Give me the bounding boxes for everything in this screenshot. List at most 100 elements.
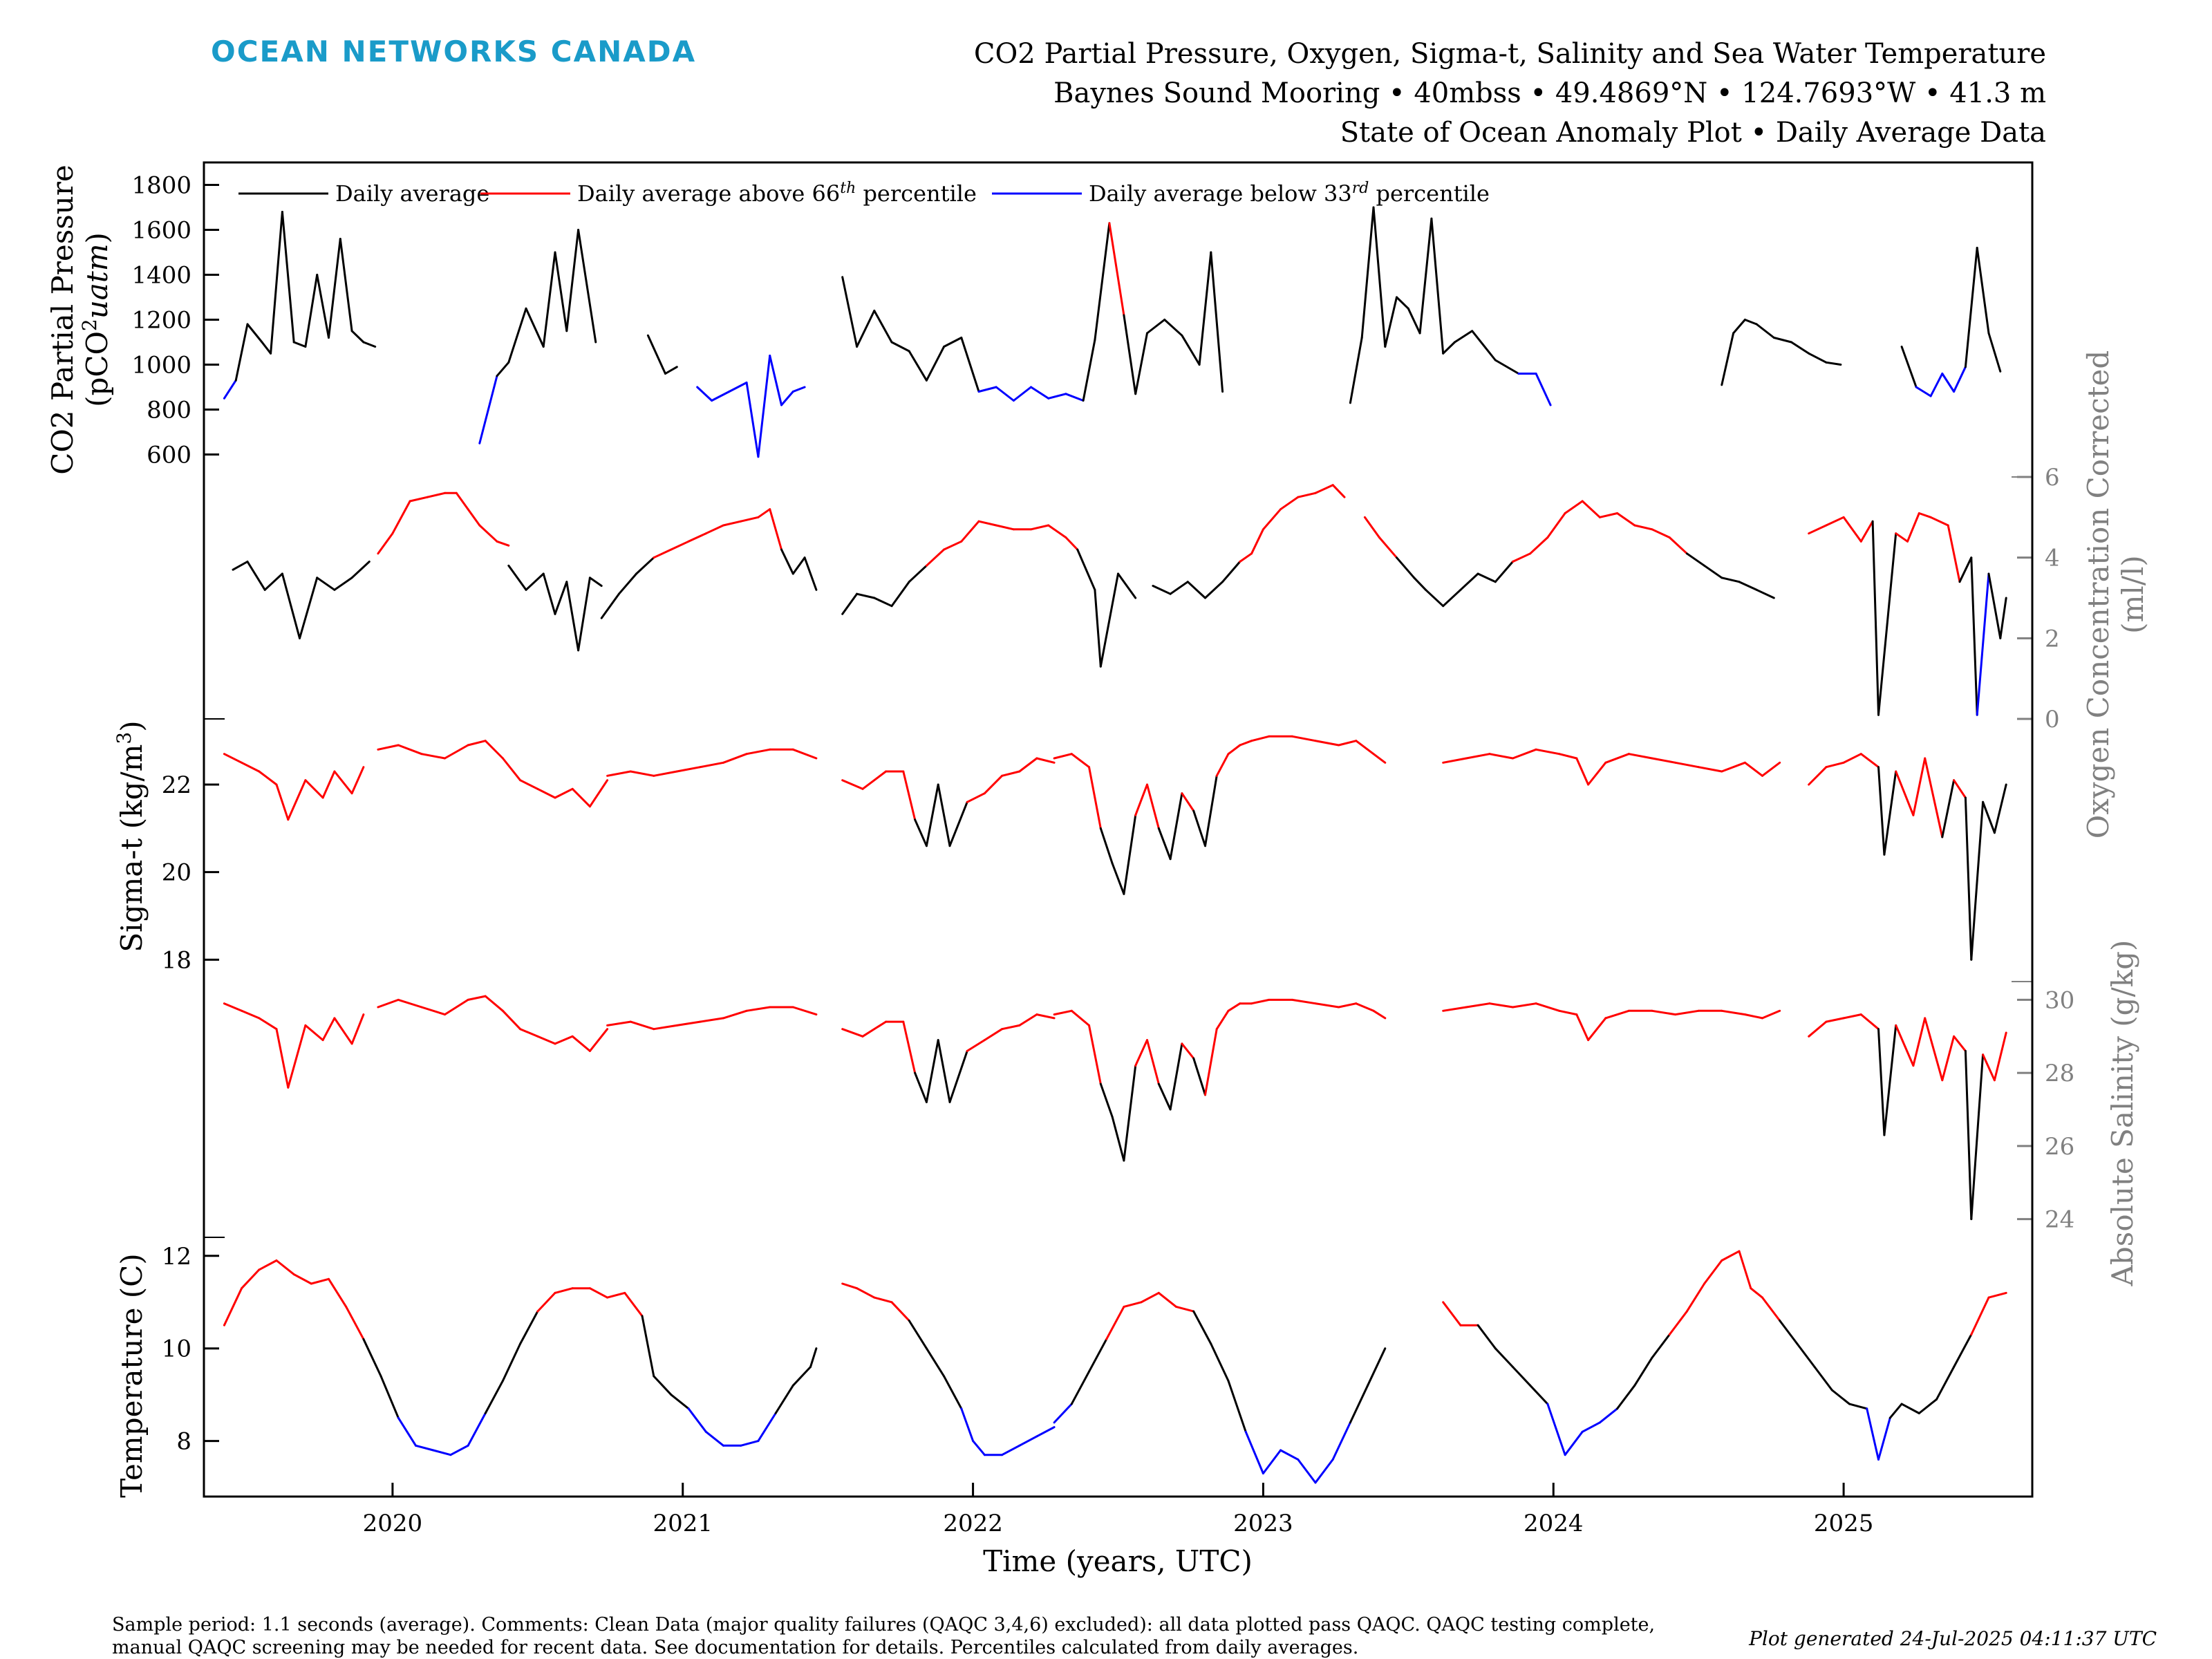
temperature-tick-label-8: 8 — [176, 1428, 191, 1456]
temperature-segment — [1651, 1333, 1671, 1359]
salinity-segment — [1018, 1013, 1038, 1027]
salinity-segment — [1204, 1028, 1218, 1096]
salinity-segment — [1982, 1053, 1996, 1082]
sigma-t-segment — [1808, 766, 1828, 786]
temperature-segment — [1157, 1291, 1177, 1308]
temperature-segment — [1529, 1384, 1549, 1405]
temperature-segment — [873, 1296, 893, 1304]
co2-tick-label-1000: 1000 — [131, 352, 191, 379]
temperature-segment — [536, 1291, 556, 1313]
temperature-segment — [1616, 1384, 1636, 1410]
salinity-segment — [1512, 1002, 1537, 1009]
sigma-t-segment — [519, 779, 539, 790]
co2-segment — [1082, 339, 1096, 402]
temperature-segment — [1564, 1430, 1584, 1456]
co2-series-5 — [841, 222, 1224, 402]
temperature-segment — [670, 1394, 690, 1410]
temperature-segment — [1140, 1291, 1160, 1304]
sigma-t-segment — [966, 792, 986, 803]
sigma-t-segment — [1912, 757, 1927, 816]
oxygen-segment — [1459, 572, 1479, 591]
oxygen-segment — [496, 540, 510, 547]
oxygen-segment — [856, 592, 876, 599]
sigma-t-series-2 — [377, 740, 609, 808]
co2-segment — [1146, 319, 1166, 335]
temperature-segment — [757, 1412, 777, 1443]
co2-segment — [246, 323, 263, 344]
oxygen-segment — [1598, 512, 1619, 518]
temperature-segment — [1668, 1310, 1688, 1336]
salinity-segment — [420, 1006, 446, 1016]
sigma-t-segment — [1953, 779, 1967, 799]
sigma-t-segment — [554, 787, 574, 799]
sigma-t-segment — [861, 770, 888, 790]
legend-label-1: Daily average — [335, 180, 489, 207]
sigma-t-series-1 — [223, 753, 365, 821]
sigma-t-segment — [1761, 761, 1781, 777]
sigma-t-tick-label-18: 18 — [162, 946, 191, 974]
co2-segment — [292, 341, 307, 348]
salinity-segment — [1883, 1024, 1897, 1136]
footer-note-line2: manual QAQC screening may be needed for … — [112, 1637, 1359, 1658]
co2-segment — [1012, 386, 1032, 402]
temperature-segment — [1721, 1250, 1741, 1262]
sigma-t-segment — [1488, 753, 1514, 760]
co2-segment — [780, 391, 794, 406]
salinity-segment — [1859, 1013, 1880, 1031]
co2-segment — [577, 229, 597, 344]
sigma-t-segment — [1001, 770, 1021, 777]
sigma-t-segment — [444, 744, 469, 760]
co2-segment — [1349, 337, 1363, 404]
sigma-t-segment — [902, 770, 917, 821]
salinity-segment — [1993, 1031, 2007, 1082]
chart-subtitle-location: Baynes Sound Mooring • 40mbss • 49.4869°… — [1053, 77, 2046, 109]
oxygen-segment — [1976, 572, 1990, 716]
sigma-t-segment — [1250, 735, 1271, 742]
temperature-segment — [972, 1440, 986, 1456]
co2-segment — [1732, 319, 1746, 335]
oxygen-segment — [577, 577, 591, 652]
salinity-segment — [397, 998, 423, 1009]
sigma-t-segment — [536, 787, 556, 799]
oxygen-segment — [1970, 556, 1978, 716]
temperature-segment — [1035, 1426, 1056, 1438]
sigma-t-segment — [948, 800, 968, 847]
sigma-t-segment — [333, 770, 353, 795]
temperature-segment — [1900, 1403, 1920, 1414]
temperature-segment — [467, 1412, 487, 1447]
salinity-segment — [1001, 1024, 1021, 1031]
co2-segment — [769, 355, 782, 406]
sigma-t-segment — [1123, 814, 1137, 895]
temperature-segment — [328, 1277, 348, 1308]
sigma-t-segment — [745, 748, 771, 756]
sigma-t-segment — [722, 753, 748, 764]
co2-segment — [1065, 393, 1085, 402]
oxygen-tick-label-6: 6 — [2045, 464, 2060, 491]
temperature-segment — [1779, 1320, 1799, 1345]
sigma-t-segment — [377, 744, 400, 751]
sigma-t-tick-label-22: 22 — [162, 771, 191, 799]
temperature-segment — [1331, 1421, 1351, 1461]
oxygen-tick-label-2: 2 — [2045, 625, 2060, 653]
sigma-t-segment — [1512, 748, 1537, 760]
temperature-segment — [1512, 1366, 1532, 1387]
temperature-series-5 — [1442, 1250, 2007, 1461]
salinity-segment — [1535, 1002, 1561, 1012]
temperature-segment — [856, 1287, 876, 1299]
oxygen-segment — [1987, 572, 2002, 639]
temperature-segment — [379, 1375, 400, 1419]
oxygen-segment — [478, 524, 498, 543]
temperature-segment — [1297, 1458, 1317, 1484]
oxygen-segment — [960, 520, 980, 543]
sigma-t-segment — [1859, 753, 1880, 769]
temperature-segment — [1018, 1435, 1038, 1447]
temperature-segment — [1367, 1347, 1387, 1387]
salinity-segment — [1558, 1009, 1578, 1016]
co2-segment — [646, 334, 666, 375]
co2-segment — [925, 346, 946, 382]
oxygen-segment — [1546, 512, 1566, 538]
co2-segment — [1790, 341, 1810, 355]
co2-segment — [696, 386, 713, 402]
oxygen-segment — [617, 572, 638, 595]
salinity-segment — [444, 998, 469, 1016]
